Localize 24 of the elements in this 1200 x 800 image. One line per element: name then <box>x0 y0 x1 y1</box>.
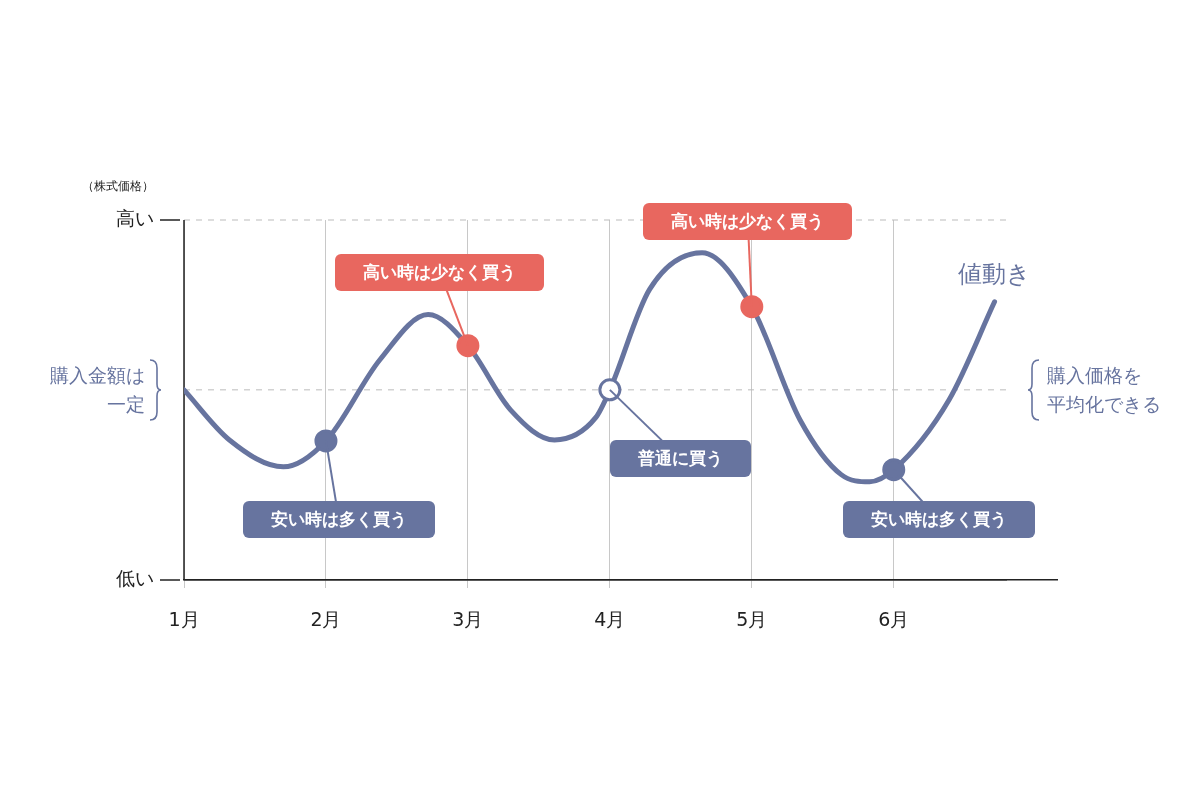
text: 一定 <box>106 391 145 417</box>
ref-line-label: 低い <box>116 566 154 589</box>
annotation: 高い時は少なく買う <box>671 210 825 234</box>
series-label: 値動き <box>958 259 1032 288</box>
x-tick-label: 4月 <box>594 608 626 631</box>
annotation: 平均化できる <box>1047 391 1161 417</box>
x-tick-label: 6月 <box>878 608 910 631</box>
ref-line-label: 高い <box>116 206 154 229</box>
point <box>740 295 764 319</box>
point <box>882 458 906 482</box>
x-tick-label: 2月 <box>310 608 342 631</box>
x-tick-label: 5月 <box>736 608 768 631</box>
annotation: 高い時は少なく買う <box>363 261 517 285</box>
point <box>314 429 338 453</box>
point <box>598 378 622 402</box>
annotation: 普通に買う <box>638 447 724 471</box>
point <box>456 334 480 358</box>
annotation: 安い時は多く買う <box>270 508 407 532</box>
text: （株式価格） <box>82 178 154 195</box>
annotation: 安い時は多く買う <box>870 508 1007 532</box>
annotation: 購入価格を <box>1047 362 1143 388</box>
text: 購入金額は <box>50 362 145 388</box>
x-tick-label: 1月 <box>168 608 200 631</box>
x-tick-label: 3月 <box>452 608 484 631</box>
